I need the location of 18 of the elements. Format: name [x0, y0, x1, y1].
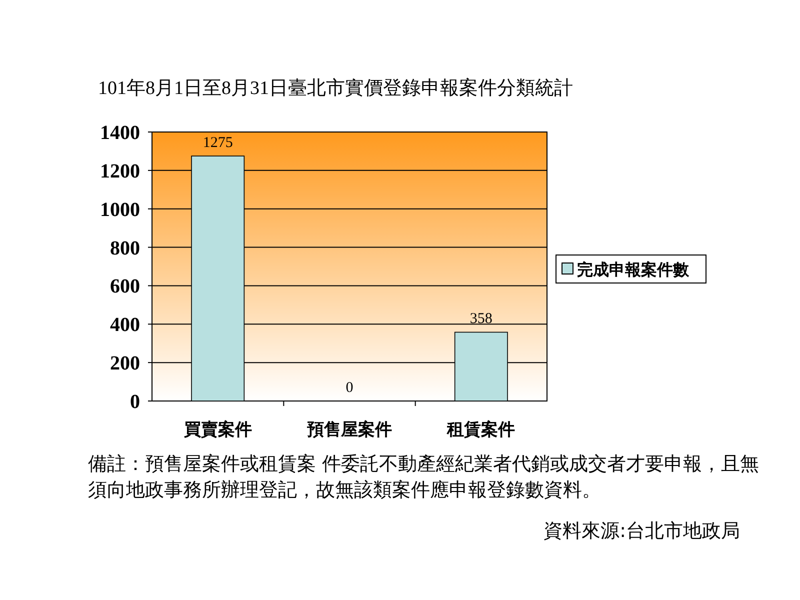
y-tick-label: 1200: [100, 160, 140, 182]
data-label: 1275: [202, 135, 233, 152]
text: 備註：預售屋案件或租賃案 件委託不動產經紀業者代銷或成交者才要申報，且無須向地政事務所辦理登記，故無該類案件應申報登錄數資料。: [88, 452, 760, 503]
y-tick-label: 1400: [100, 122, 140, 144]
y-tick-label: 0: [130, 391, 140, 413]
legend-label: 完成申報案件數: [577, 260, 690, 279]
source-note: 資料來源:台北市地政局: [544, 519, 740, 544]
y-tick-label: 600: [110, 276, 140, 298]
y-tick-label: 200: [110, 352, 140, 375]
x-tick-label: 買賣案件: [182, 419, 252, 439]
data-label: 358: [470, 311, 492, 328]
chart-title: 101年8月1日至8月31日臺北市實價登錄申報案件分類統計: [98, 77, 573, 99]
data-label: 0: [346, 380, 354, 396]
y-tick-label: 1000: [100, 198, 140, 221]
x-tick-label: 預售屋案件: [306, 419, 392, 439]
y-tick-label: 400: [110, 314, 140, 336]
x-tick-label: 租賃案件: [446, 419, 516, 439]
y-tick-label: 800: [110, 237, 140, 260]
